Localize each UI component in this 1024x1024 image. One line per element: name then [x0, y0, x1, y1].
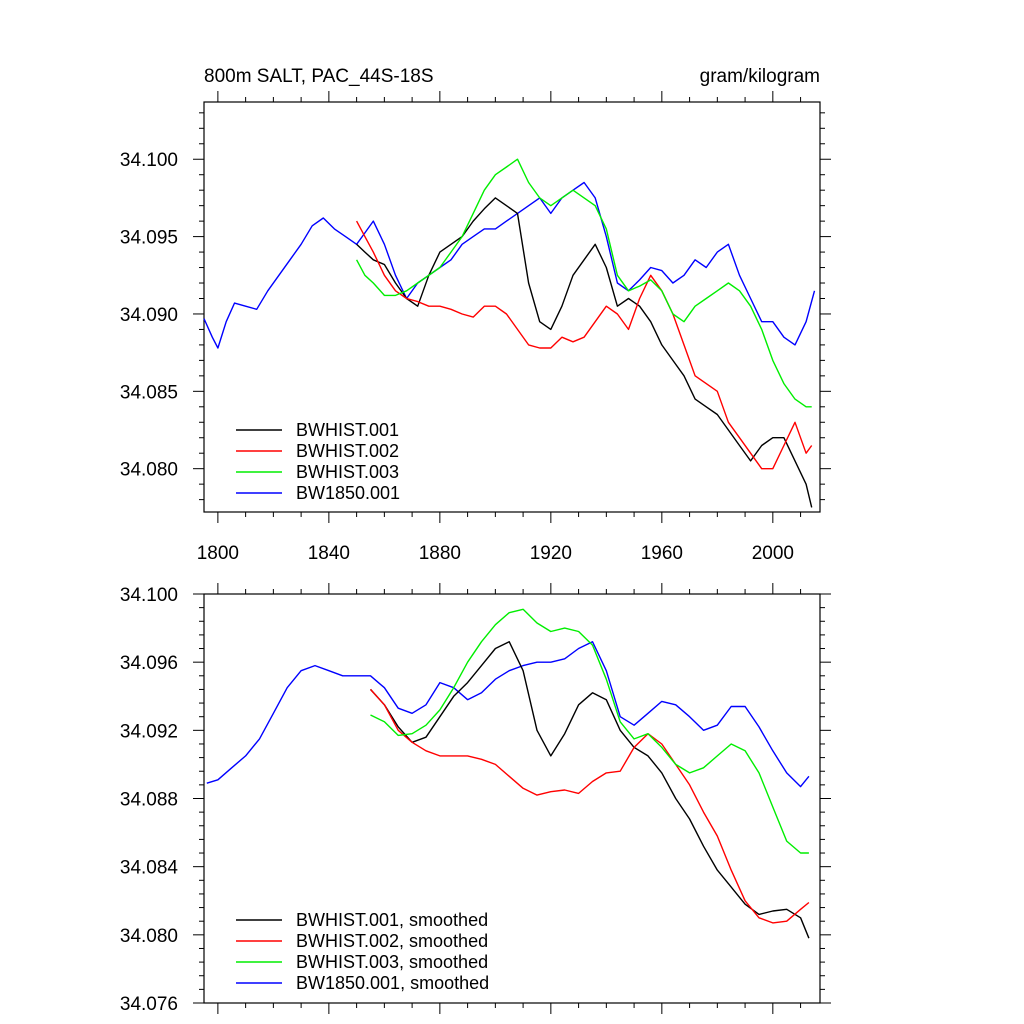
legend-label: BWHIST.002, smoothed [296, 931, 488, 951]
x-tick-label: 2000 [752, 543, 794, 564]
y-tick-label: 34.090 [120, 305, 178, 326]
legend-label: BW1850.001 [296, 483, 400, 503]
legend-label: BWHIST.003 [296, 462, 399, 482]
y-tick-label: 34.100 [120, 585, 178, 606]
x-tick-label: 1800 [197, 543, 239, 564]
top-panel: 1800 1840 1880 1920 1960 2000 34.080 34.085 34.0… [120, 91, 831, 564]
legend-label: BWHIST.003, smoothed [296, 952, 488, 972]
y-tick-label: 34.076 [120, 994, 178, 1015]
units-label: gram/kilogram [700, 66, 820, 87]
y-tick-label: 34.080 [120, 460, 178, 481]
legend-label: BWHIST.002 [296, 441, 399, 461]
legend-label: BW1850.001, smoothed [296, 973, 489, 993]
x-tick-label: 1920 [530, 543, 572, 564]
bottom-panel: 34.076 34.080 34.084 34.088 34.092 34.096 34.1… [120, 583, 831, 1015]
y-tick-label: 34.084 [120, 858, 179, 879]
series-line-bwhist-002-smoothed [369, 688, 810, 924]
series-line-bwhist-001-smoothed [369, 641, 810, 939]
plot-frame [203, 101, 821, 513]
series-line-bwhist-001 [356, 197, 813, 508]
y-tick-label: 34.095 [120, 228, 178, 249]
x-tick-label: 1960 [641, 543, 683, 564]
legend-label: BWHIST.001, smoothed [296, 910, 488, 930]
y-tick-label: 34.100 [120, 150, 178, 171]
x-tick-label: 1880 [419, 543, 461, 564]
series-line-bw1850-001 [203, 181, 816, 349]
x-tick-label: 1840 [308, 543, 350, 564]
chart-title: 800m SALT, PAC_44S-18S [204, 66, 434, 87]
y-tick-label: 34.092 [120, 721, 178, 742]
series-line-bwhist-003-smoothed [370, 608, 809, 854]
series-line-bwhist-003 [355, 158, 812, 408]
series-line-bw1850-001-smoothed [206, 641, 810, 788]
legend-label: BWHIST.001 [296, 420, 399, 440]
series-line-bwhist-002 [355, 220, 813, 470]
y-tick-label: 34.080 [120, 926, 178, 947]
y-tick-label: 34.085 [120, 382, 178, 403]
y-tick-label: 34.096 [120, 653, 178, 674]
y-tick-label: 34.088 [120, 790, 178, 811]
